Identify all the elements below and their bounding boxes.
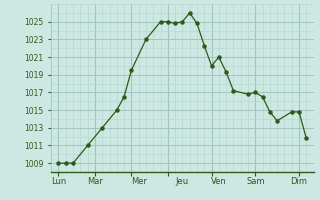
- Text: Sam: Sam: [246, 177, 265, 186]
- Text: Dim: Dim: [291, 177, 308, 186]
- Text: Lun: Lun: [51, 177, 66, 186]
- Text: Ven: Ven: [211, 177, 227, 186]
- Text: Mar: Mar: [87, 177, 103, 186]
- Text: Mer: Mer: [131, 177, 147, 186]
- Text: Jeu: Jeu: [176, 177, 189, 186]
